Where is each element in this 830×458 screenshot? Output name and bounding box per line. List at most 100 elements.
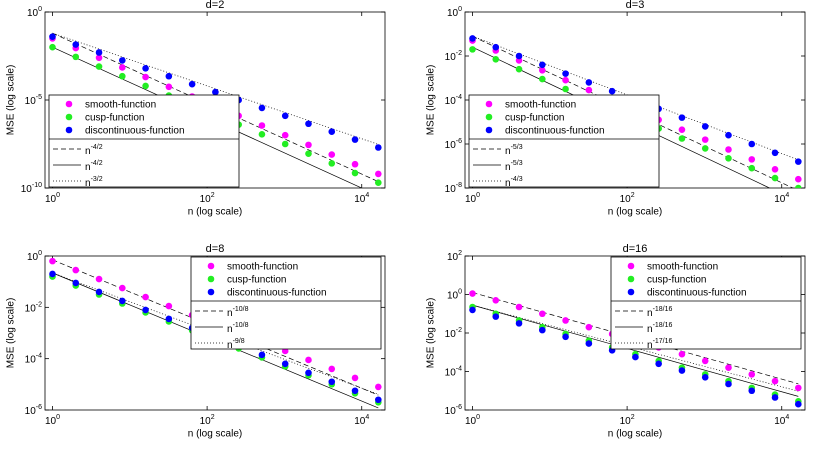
plot-content <box>49 257 382 409</box>
legend-label: n-18/16 <box>647 306 673 319</box>
x-tick-label: 102 <box>620 414 635 427</box>
data-point <box>748 140 756 148</box>
data-point <box>795 175 802 183</box>
data-point <box>281 360 289 368</box>
data-point <box>748 164 756 172</box>
data-point <box>95 288 103 296</box>
data-point <box>351 136 359 143</box>
x-tick-label: 100 <box>45 192 60 205</box>
data-point <box>678 350 686 358</box>
y-tick-label: 10-6 <box>445 138 462 151</box>
legend: smooth-function cusp-function discontinuou… <box>468 94 660 189</box>
legend-label: n-3/2 <box>85 176 103 189</box>
data-point <box>258 122 266 129</box>
data-point <box>678 114 686 121</box>
data-point <box>95 275 103 283</box>
data-point <box>655 360 662 368</box>
data-point <box>351 374 359 382</box>
data-point <box>795 400 802 408</box>
data-point <box>515 320 523 327</box>
data-point <box>515 52 523 60</box>
legend-marker <box>65 113 73 121</box>
data-point <box>725 131 732 139</box>
x-axis-label: n (log scale) <box>608 429 662 440</box>
data-point <box>328 378 336 386</box>
chart-title: d=2 <box>206 0 225 11</box>
legend-label: smooth-function <box>647 262 718 273</box>
data-point <box>142 306 149 314</box>
subplot: d=3 n (log scale) MSE (log scale) 100 102 104… <box>426 0 806 218</box>
data-point <box>492 55 500 63</box>
y-tick-label: 102 <box>447 250 462 263</box>
data-point <box>305 356 312 364</box>
y-tick-label: 10-6 <box>445 404 462 417</box>
x-axis-label: n (log scale) <box>608 207 662 218</box>
data-point <box>49 33 56 40</box>
data-point <box>305 150 312 157</box>
y-tick-label: 10-5 <box>25 94 42 107</box>
legend-marker <box>207 275 215 283</box>
data-point <box>701 136 709 143</box>
data-point <box>49 270 56 278</box>
legend-marker <box>65 100 73 108</box>
legend-label: n-4/2 <box>85 144 103 157</box>
data-point <box>492 313 500 320</box>
y-tick-label: 10-2 <box>445 327 462 340</box>
y-axis-label: MSE (log scale) <box>426 298 437 369</box>
legend-label: n-9/8 <box>227 338 245 351</box>
subplot: d=16 n (log scale) MSE (log scale) 100 102 10… <box>426 243 806 440</box>
legend-marker <box>485 100 493 108</box>
x-axis-label: n (log scale) <box>188 429 242 440</box>
data-point <box>469 306 476 314</box>
y-axis-label: MSE (log scale) <box>426 65 437 136</box>
legend-label: discontinuous-function <box>647 288 747 299</box>
data-point <box>795 384 802 392</box>
data-point <box>351 169 359 177</box>
y-tick-label: 100 <box>447 288 462 301</box>
data-point <box>539 66 546 74</box>
y-tick-label: 10-4 <box>25 353 42 366</box>
data-point <box>328 128 336 136</box>
data-point <box>142 82 149 90</box>
data-point <box>562 85 569 93</box>
data-point <box>212 88 219 96</box>
y-tick-label: 10-4 <box>445 94 462 107</box>
data-point <box>142 73 149 81</box>
chart-title: d=3 <box>626 0 645 11</box>
data-point <box>281 112 289 120</box>
legend-label: discontinuous-function <box>227 288 327 299</box>
data-point <box>95 63 103 70</box>
data-point <box>562 70 569 77</box>
legend-box <box>190 256 382 350</box>
reference-line <box>52 272 379 395</box>
data-point <box>119 57 126 64</box>
data-point <box>469 46 476 53</box>
data-point <box>701 357 709 365</box>
data-point <box>469 290 476 297</box>
chart-title: d=16 <box>623 243 648 255</box>
legend-marker <box>485 126 493 134</box>
data-point <box>49 257 56 265</box>
data-point <box>562 76 569 84</box>
data-point <box>725 380 732 388</box>
data-point <box>375 170 382 178</box>
data-point <box>95 49 103 56</box>
data-point <box>585 86 593 94</box>
data-point <box>585 340 593 347</box>
y-tick-label: 10-10 <box>21 182 42 195</box>
data-point <box>119 64 126 71</box>
data-point <box>515 65 523 73</box>
data-point <box>795 184 802 188</box>
legend-marker <box>627 262 635 270</box>
data-point <box>469 35 476 42</box>
legend-label: cusp-function <box>85 113 144 124</box>
data-point <box>632 353 639 361</box>
legend: smooth-function cusp-function discontinuou… <box>48 94 240 189</box>
data-point <box>678 135 686 142</box>
data-point <box>771 377 779 385</box>
data-point <box>678 367 686 374</box>
legend-label: n-5/3 <box>505 144 523 157</box>
legend-box <box>48 94 240 188</box>
x-tick-label: 102 <box>200 414 215 427</box>
y-tick-label: 100 <box>447 6 462 19</box>
